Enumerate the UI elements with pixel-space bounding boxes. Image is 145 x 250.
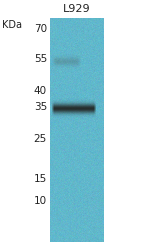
Text: L929: L929 <box>63 4 91 14</box>
Text: 25: 25 <box>34 134 47 144</box>
Text: 70: 70 <box>34 24 47 34</box>
Text: 55: 55 <box>34 54 47 64</box>
Text: KDa: KDa <box>2 20 22 30</box>
Text: 40: 40 <box>34 86 47 96</box>
Text: 15: 15 <box>34 174 47 184</box>
Text: 10: 10 <box>34 196 47 206</box>
Text: 35: 35 <box>34 102 47 113</box>
